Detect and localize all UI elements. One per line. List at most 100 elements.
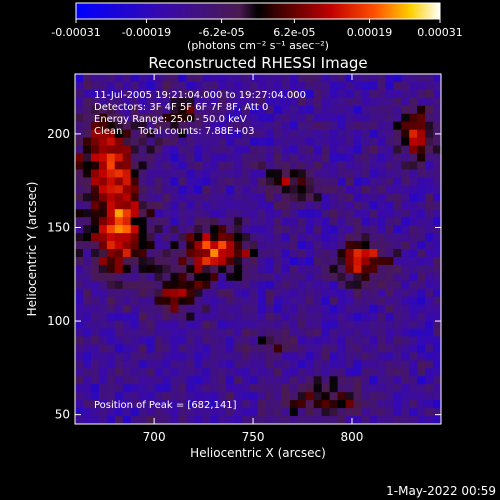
heatmap-cell: [130, 74, 140, 83]
heatmap-cell: [289, 113, 299, 123]
heatmap-cell: [353, 225, 362, 234]
heatmap-cell: [377, 209, 386, 218]
heatmap-cell: [75, 225, 84, 234]
heatmap-cell: [417, 129, 426, 139]
heatmap-cell: [82, 408, 92, 417]
heatmap-cell: [178, 113, 187, 123]
heatmap-cell: [273, 344, 283, 353]
heatmap-cell: [281, 272, 291, 282]
heatmap-cell: [202, 153, 211, 162]
heatmap-cell: [433, 113, 442, 123]
heatmap-cell: [75, 376, 84, 385]
heatmap-cell: [345, 312, 354, 321]
heatmap-cell: [170, 328, 179, 337]
heatmap-cell: [313, 185, 323, 194]
heatmap-cell: [265, 376, 275, 385]
heatmap-cell: [90, 416, 100, 425]
heatmap-cell: [281, 169, 291, 178]
heatmap-cell: [75, 113, 84, 123]
heatmap-cell: [258, 225, 267, 234]
heatmap-cell: [242, 344, 251, 353]
heatmap-cell: [202, 209, 211, 218]
heatmap-cell: [154, 113, 163, 123]
heatmap-cell: [114, 89, 124, 99]
heatmap-cell: [242, 153, 251, 162]
heatmap-cell: [98, 344, 108, 353]
heatmap-cell: [162, 89, 171, 99]
heatmap-cell: [393, 256, 402, 266]
heatmap-cell: [138, 193, 148, 202]
heatmap-cell: [162, 145, 171, 154]
heatmap-cell: [297, 280, 307, 290]
heatmap-cell: [186, 408, 195, 417]
heatmap-cell: [154, 280, 163, 290]
heatmap-cell: [146, 113, 155, 123]
heatmap-cell: [433, 121, 442, 131]
heatmap-cell: [345, 169, 354, 178]
heatmap-cell: [417, 81, 426, 91]
heatmap-cell: [162, 352, 171, 361]
heatmap-cell: [313, 74, 323, 83]
heatmap-cell: [154, 296, 163, 306]
heatmap-cell: [202, 74, 211, 83]
x-tick-label: 700: [143, 430, 166, 444]
heatmap-cell: [234, 105, 243, 115]
heatmap-cell: [178, 169, 187, 178]
heatmap-cell: [353, 169, 362, 178]
heatmap-cell: [226, 296, 235, 306]
x-axis-label: Heliocentric X (arcsec): [190, 446, 326, 460]
heatmap-cell: [210, 352, 219, 361]
heatmap-cell: [162, 217, 171, 226]
heatmap-cell: [114, 153, 124, 162]
heatmap-cell: [385, 185, 394, 194]
heatmap-cell: [90, 177, 100, 186]
heatmap-cell: [265, 249, 275, 258]
heatmap-cell: [210, 328, 219, 337]
heatmap-cell: [258, 344, 267, 353]
heatmap-cell: [265, 336, 275, 345]
heatmap-cell: [106, 416, 116, 425]
heatmap-cell: [361, 185, 370, 194]
y-tick-label: 150: [47, 220, 70, 234]
heatmap-cell: [146, 392, 155, 401]
heatmap-cell: [369, 97, 378, 107]
heatmap-cell: [321, 209, 331, 218]
heatmap-cell: [98, 392, 108, 401]
heatmap-cell: [289, 177, 299, 186]
heatmap-cell: [281, 225, 291, 234]
heatmap-cell: [425, 121, 434, 131]
heatmap-cell: [114, 97, 124, 107]
heatmap-cell: [146, 312, 155, 321]
heatmap-cell: [385, 177, 394, 186]
heatmap-cell: [218, 416, 227, 425]
heatmap-cell: [186, 129, 195, 139]
heatmap-cell: [154, 105, 163, 115]
heatmap-cell: [337, 320, 346, 329]
heatmap-cell: [401, 113, 410, 123]
heatmap-cell: [218, 280, 227, 290]
heatmap-cell: [130, 177, 140, 186]
colorbar-tick-label: 0.00019: [347, 26, 393, 39]
heatmap-cell: [122, 376, 132, 385]
heatmap-cell: [170, 177, 179, 186]
heatmap-cell: [202, 113, 211, 123]
heatmap-cell: [337, 225, 346, 234]
heatmap-cell: [385, 161, 394, 170]
heatmap-cell: [242, 217, 251, 226]
heatmap-cell: [409, 288, 418, 298]
heatmap-cell: [234, 201, 243, 210]
heatmap-cell: [138, 360, 148, 369]
heatmap-cell: [130, 288, 140, 298]
heatmap-cell: [297, 225, 307, 234]
heatmap-cell: [106, 264, 116, 274]
heatmap-cell: [90, 312, 100, 321]
heatmap-cell: [130, 89, 140, 99]
heatmap-cell: [178, 185, 187, 194]
heatmap-cell: [114, 137, 124, 146]
heatmap-cell: [218, 328, 227, 337]
heatmap-cell: [337, 153, 346, 162]
heatmap-cell: [106, 241, 116, 250]
heatmap-cell: [122, 241, 132, 250]
heatmap-cell: [114, 169, 124, 178]
heatmap-cell: [401, 368, 410, 377]
